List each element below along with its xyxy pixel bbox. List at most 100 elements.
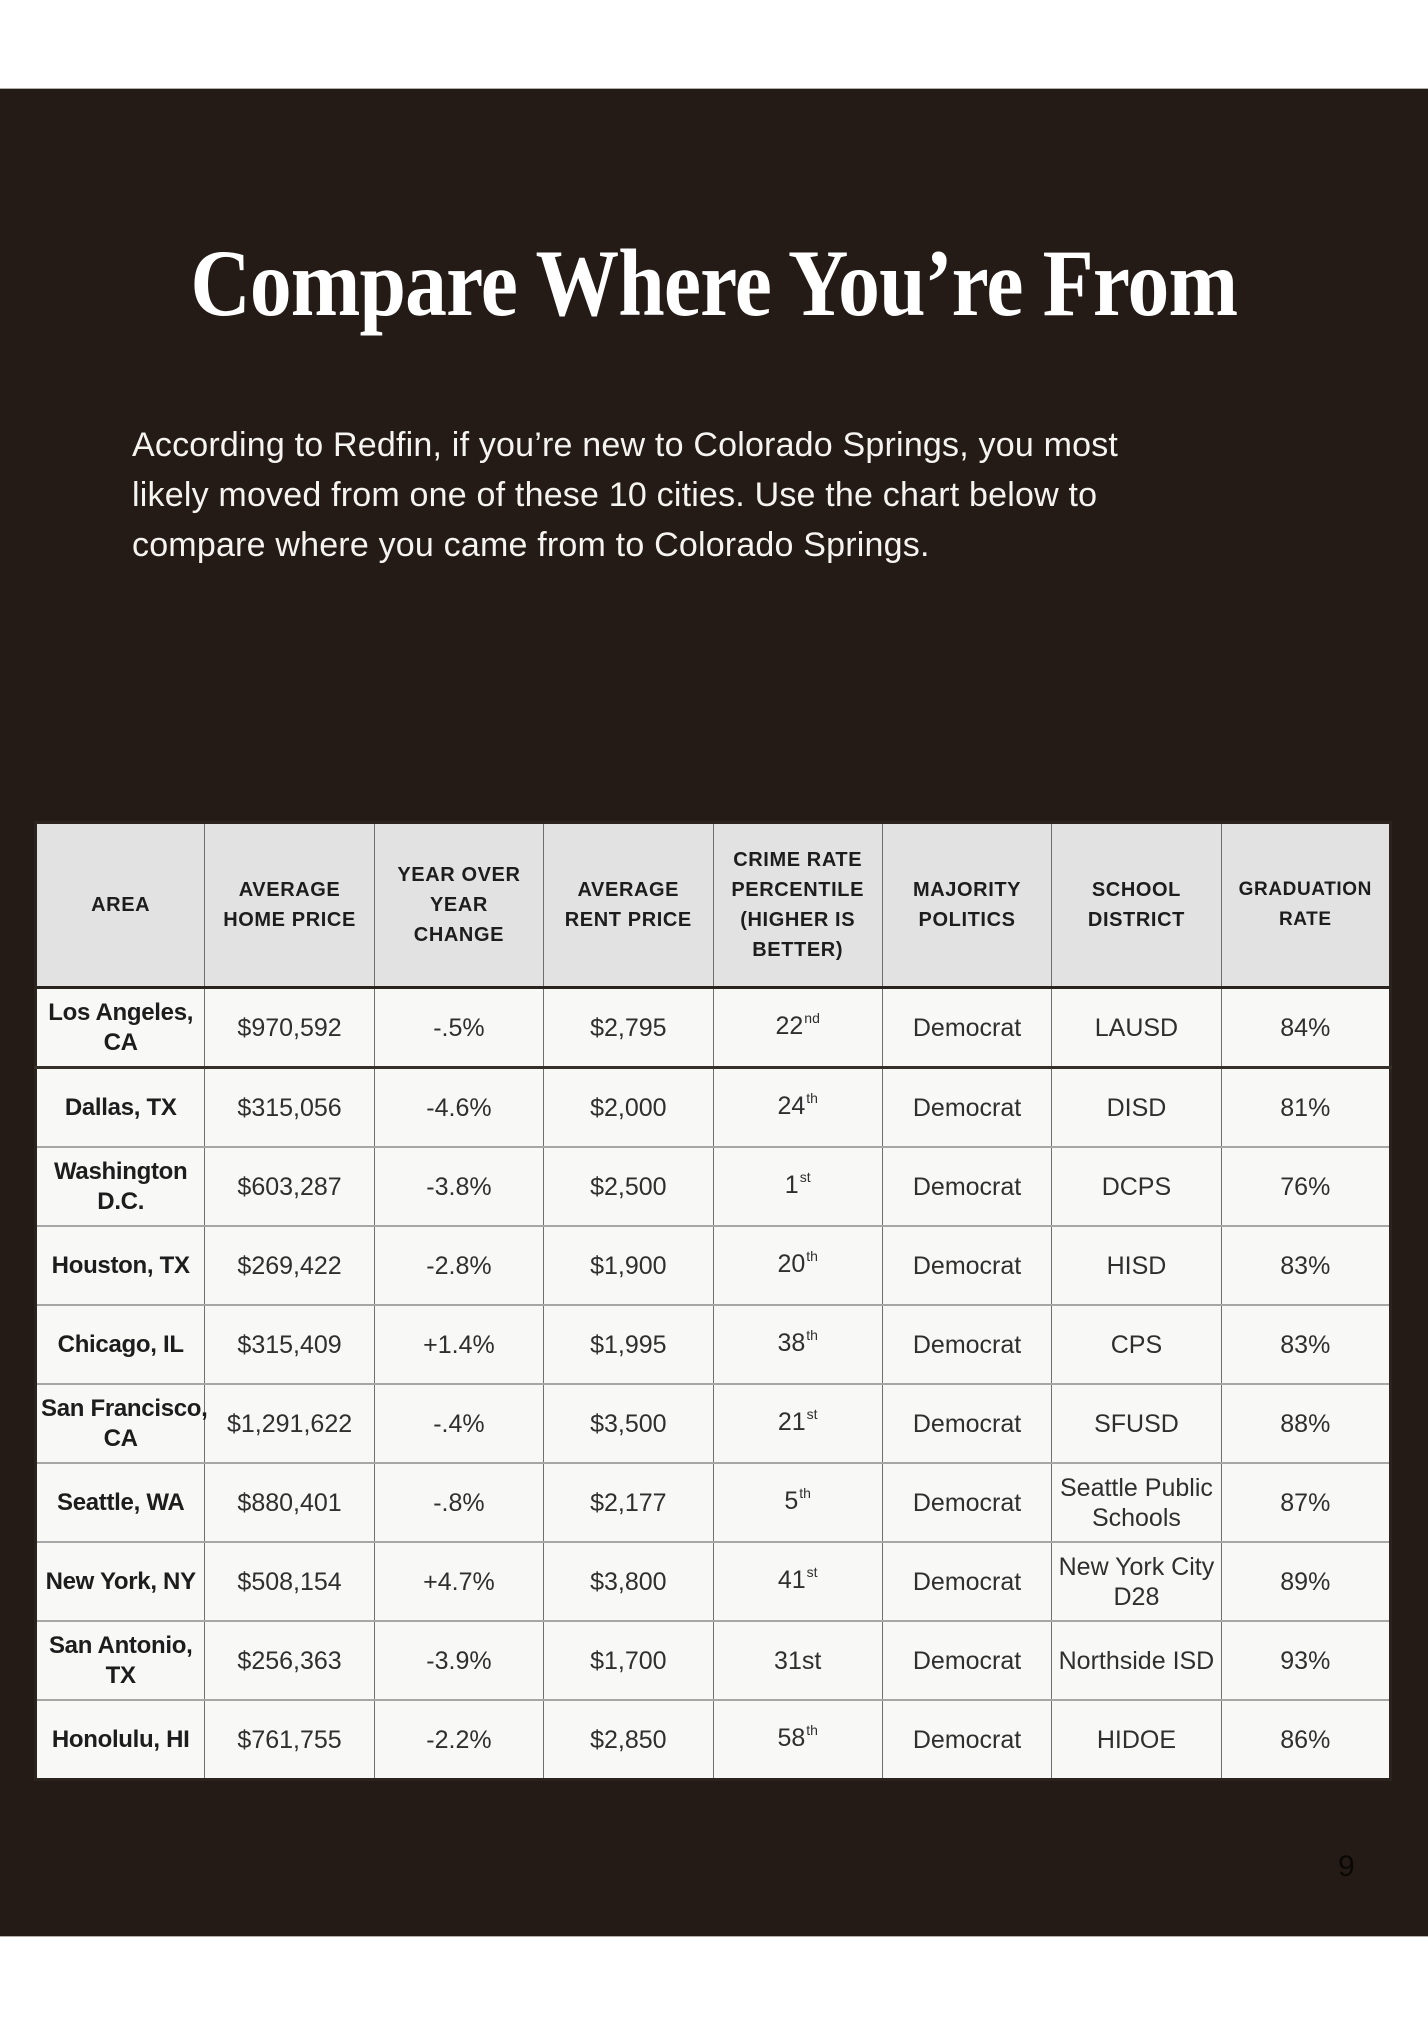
cell-home-price: $880,401 bbox=[204, 1462, 375, 1542]
cell-rent-price: $3,800 bbox=[543, 1541, 713, 1621]
cell-rent-price: $2,500 bbox=[543, 1146, 713, 1226]
cell-crime-rate: 22nd bbox=[712, 987, 883, 1068]
column-header-rent-price: AVERAGE RENT PRICE bbox=[543, 822, 713, 989]
intro-paragraph: According to Redfin, if you’re new to Co… bbox=[132, 426, 1119, 564]
cell-area: Houston, TX bbox=[35, 1225, 205, 1305]
cell-home-price: $256,363 bbox=[204, 1620, 375, 1700]
cell-area: San Antonio, TX bbox=[35, 1620, 205, 1700]
cell-graduation-rate: 88% bbox=[1220, 1383, 1391, 1463]
page-title: Compare Where You’re From bbox=[0, 236, 1428, 331]
cell-yoy-change: -.8% bbox=[373, 1462, 544, 1542]
cell-rent-price: $3,500 bbox=[543, 1383, 713, 1463]
cell-graduation-rate: 81% bbox=[1220, 1066, 1391, 1147]
cell-yoy-change: +4.7% bbox=[373, 1541, 544, 1621]
cell-yoy-change: -2.2% bbox=[373, 1699, 544, 1780]
cell-graduation-rate: 84% bbox=[1220, 987, 1391, 1068]
table-row: Chicago, IL $315,409 +1.4% $1,995 38th Democr… bbox=[35, 1304, 1391, 1384]
cell-school-district: HISD bbox=[1051, 1225, 1222, 1305]
cell-yoy-change: -.5% bbox=[373, 987, 544, 1068]
ordinal-suffix: th bbox=[799, 1485, 811, 1501]
cell-yoy-change: -.4% bbox=[373, 1383, 544, 1463]
cell-school-district: SFUSD bbox=[1051, 1383, 1222, 1463]
ordinal-suffix: th bbox=[806, 1248, 818, 1264]
column-header-area: AREA bbox=[35, 822, 205, 989]
ordinal-suffix: st bbox=[806, 1564, 818, 1580]
cell-politics: Democrat bbox=[881, 1146, 1052, 1226]
cell-area: Seattle, WA bbox=[35, 1462, 205, 1542]
cell-politics: Democrat bbox=[881, 1699, 1052, 1780]
cell-school-district: CPS bbox=[1051, 1304, 1222, 1384]
cell-rent-price: $1,700 bbox=[543, 1620, 713, 1700]
cell-home-price: $508,154 bbox=[204, 1541, 375, 1621]
ordinal-suffix: st bbox=[799, 1169, 811, 1185]
cell-school-district: DCPS bbox=[1051, 1146, 1222, 1226]
column-header-yoy-change: YEAR OVER YEAR CHANGE bbox=[373, 822, 544, 989]
cell-crime-rate: 58th bbox=[712, 1699, 883, 1780]
ordinal-suffix: th bbox=[806, 1722, 818, 1738]
column-header-politics: MAJORITY POLITICS bbox=[881, 822, 1052, 989]
ordinal-suffix: st bbox=[806, 1406, 818, 1422]
cell-graduation-rate: 93% bbox=[1220, 1620, 1391, 1700]
table-row: Washington D.C. $603,287 -3.8% $2,500 1st Demo… bbox=[35, 1146, 1391, 1226]
comparison-table: AREA AVERAGE HOME PRICE YEAR OVER YEAR CHANGE… bbox=[34, 821, 1392, 1781]
table-row: Honolulu, HI $761,755 -2.2% $2,850 58th Democ… bbox=[35, 1699, 1391, 1780]
cell-yoy-change: +1.4% bbox=[373, 1304, 544, 1384]
cell-rent-price: $1,900 bbox=[543, 1225, 713, 1305]
cell-home-price: $603,287 bbox=[204, 1146, 375, 1226]
table-row: New York, NY $508,154 +4.7% $3,800 41st Democ… bbox=[35, 1541, 1391, 1621]
cell-area: New York, NY bbox=[35, 1541, 205, 1621]
cell-area: Los Angeles, CA bbox=[48, 998, 194, 1056]
column-header-crime-rate: CRIME RATE PERCENTILE (HIGHER IS BETTER) bbox=[712, 822, 883, 989]
cell-graduation-rate: 89% bbox=[1220, 1541, 1391, 1621]
cell-home-price: $970,592 bbox=[204, 987, 375, 1068]
cell-home-price: $315,409 bbox=[204, 1304, 375, 1384]
cell-politics: Democrat bbox=[881, 1620, 1052, 1700]
cell-yoy-change: -3.9% bbox=[373, 1620, 544, 1700]
cell-graduation-rate: 86% bbox=[1220, 1699, 1391, 1780]
table-header-row: AREA AVERAGE HOME PRICE YEAR OVER YEAR CHANGE… bbox=[35, 822, 1391, 989]
cell-crime-rate: 5th bbox=[712, 1462, 883, 1542]
cell-crime-rate: 21st bbox=[712, 1383, 883, 1463]
cell-rent-price: $2,000 bbox=[543, 1066, 713, 1147]
cell-area: Honolulu, HI bbox=[35, 1699, 205, 1780]
cell-home-price: $1,291,622 bbox=[204, 1383, 375, 1463]
page-number: 9 bbox=[1338, 1850, 1355, 1883]
cell-area: San Francisco, CA bbox=[35, 1383, 208, 1463]
cell-rent-price: $2,795 bbox=[543, 987, 713, 1068]
cell-area: Dallas, TX bbox=[35, 1066, 205, 1147]
cell-politics: Democrat bbox=[881, 987, 1052, 1068]
cell-graduation-rate: 87% bbox=[1220, 1462, 1391, 1542]
cell-home-price: $315,056 bbox=[204, 1066, 375, 1147]
cell-rent-price: $2,177 bbox=[543, 1462, 713, 1542]
cell-crime-rate: 38th bbox=[712, 1304, 883, 1384]
table-row: Seattle, WA $880,401 -.8% $2,177 5th Democrat… bbox=[35, 1462, 1391, 1542]
table-row: Houston, TX $269,422 -2.8% $1,900 20th Democr… bbox=[35, 1225, 1391, 1305]
cell-graduation-rate: 76% bbox=[1220, 1146, 1391, 1226]
cell-rent-price: $2,850 bbox=[543, 1699, 713, 1780]
cell-politics: Democrat bbox=[881, 1304, 1052, 1384]
cell-crime-rate: 20th bbox=[712, 1225, 883, 1305]
ordinal-suffix: th bbox=[806, 1090, 818, 1106]
ordinal-suffix: th bbox=[806, 1327, 818, 1343]
cell-politics: Democrat bbox=[881, 1383, 1052, 1463]
cell-politics: Democrat bbox=[881, 1066, 1052, 1147]
ordinal-suffix: nd bbox=[804, 1010, 820, 1026]
column-header-home-price: AVERAGE HOME PRICE bbox=[204, 822, 375, 989]
cell-graduation-rate: 83% bbox=[1220, 1304, 1391, 1384]
cell-yoy-change: -4.6% bbox=[373, 1066, 544, 1147]
cell-school-district: LAUSD bbox=[1051, 987, 1222, 1068]
page-title-text: Compare Where You’re From bbox=[190, 230, 1239, 336]
table-row: San Francisco, CA $1,291,622 -.4% $3,500 21st… bbox=[35, 1383, 1391, 1463]
cell-area: Washington D.C. bbox=[35, 1146, 205, 1226]
cell-yoy-change: -3.8% bbox=[373, 1146, 544, 1226]
table-row: Dallas, TX $315,056 -4.6% $2,000 24th Democra… bbox=[35, 1066, 1391, 1147]
cell-school-district: HIDOE bbox=[1051, 1699, 1222, 1780]
cell-area: Chicago, IL bbox=[35, 1304, 205, 1384]
cell-school-district: Seattle Public Schools bbox=[1051, 1462, 1222, 1542]
cell-politics: Democrat bbox=[881, 1225, 1052, 1305]
cell-yoy-change: -2.8% bbox=[373, 1225, 544, 1305]
column-header-graduation-rate: GRADUATION RATE bbox=[1220, 822, 1391, 989]
cell-crime-rate: 1st bbox=[712, 1146, 883, 1226]
cell-school-district: DISD bbox=[1051, 1066, 1222, 1147]
